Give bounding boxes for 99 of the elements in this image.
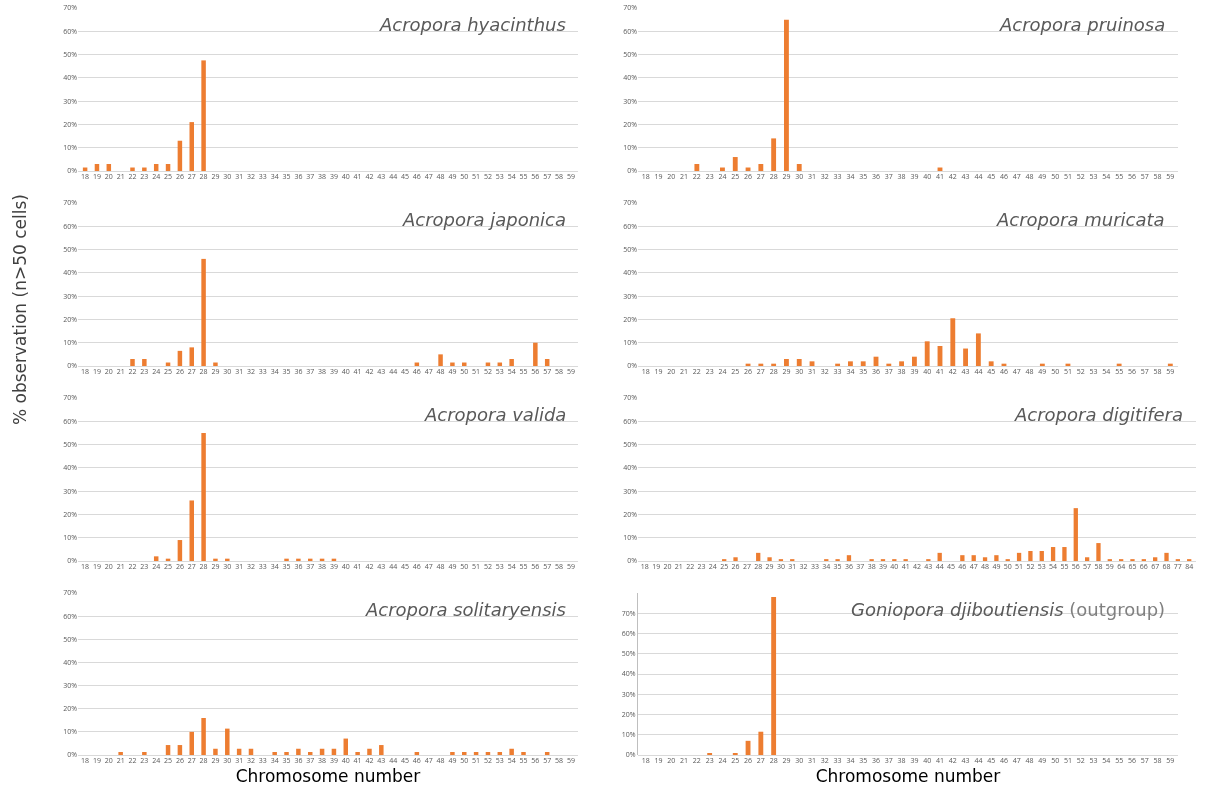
bar bbox=[201, 60, 206, 171]
x-axis-title: Chromosome number bbox=[815, 766, 1001, 787]
bar bbox=[1167, 363, 1173, 366]
bar bbox=[189, 122, 194, 171]
bar bbox=[272, 751, 277, 755]
bar bbox=[732, 157, 738, 171]
chart-title: Acropora muricata bbox=[996, 209, 1165, 230]
bar bbox=[1028, 550, 1033, 561]
bar bbox=[509, 748, 514, 755]
bar bbox=[153, 164, 159, 171]
bar bbox=[284, 751, 289, 755]
bar bbox=[758, 731, 764, 755]
bar bbox=[1096, 543, 1101, 561]
bar bbox=[1116, 363, 1122, 366]
bar bbox=[201, 432, 206, 561]
bar bbox=[758, 363, 764, 366]
bar bbox=[771, 363, 777, 366]
bar bbox=[355, 751, 360, 755]
chart-title: Acropora digitifera bbox=[1014, 404, 1183, 425]
bar bbox=[142, 359, 147, 366]
bar bbox=[142, 751, 147, 755]
bar bbox=[771, 138, 777, 171]
bar bbox=[911, 356, 917, 366]
bar bbox=[975, 333, 981, 366]
bar bbox=[462, 362, 467, 366]
bar bbox=[462, 751, 467, 755]
bar bbox=[213, 748, 218, 755]
bar bbox=[213, 558, 218, 561]
bar bbox=[784, 19, 789, 171]
chart-title: Acropora pruinosa bbox=[999, 14, 1166, 35]
bar bbox=[225, 558, 230, 561]
bar bbox=[118, 751, 123, 755]
bar bbox=[130, 167, 135, 171]
bar bbox=[94, 164, 100, 171]
chart-title: Goniopora djiboutiensis bbox=[851, 599, 1064, 620]
bar bbox=[1062, 547, 1067, 561]
bar bbox=[1039, 550, 1044, 561]
bar bbox=[733, 557, 738, 561]
bar bbox=[924, 341, 930, 366]
bar bbox=[379, 745, 384, 755]
bar bbox=[225, 728, 230, 755]
bar bbox=[1073, 508, 1078, 561]
bar bbox=[988, 361, 994, 366]
bar bbox=[860, 361, 866, 366]
bar bbox=[284, 558, 289, 561]
bar bbox=[886, 363, 892, 366]
bar bbox=[767, 557, 772, 561]
bar bbox=[847, 361, 853, 366]
bar bbox=[296, 558, 301, 561]
bar bbox=[707, 752, 713, 755]
bar bbox=[201, 258, 206, 366]
bar bbox=[296, 748, 301, 755]
bar bbox=[438, 354, 443, 366]
bar bbox=[950, 318, 956, 366]
bar bbox=[937, 552, 942, 561]
bar bbox=[130, 359, 135, 366]
chart-title: Acropora solitaryensis bbox=[365, 599, 566, 620]
bar bbox=[1084, 557, 1090, 561]
bar bbox=[189, 347, 194, 366]
bar bbox=[509, 359, 514, 366]
bar bbox=[758, 164, 764, 171]
bar bbox=[450, 751, 455, 755]
bar bbox=[835, 363, 841, 366]
bar bbox=[1164, 552, 1169, 561]
bar bbox=[1039, 363, 1045, 366]
x-axis-title: Chromosome number bbox=[235, 766, 421, 787]
bar bbox=[1016, 552, 1022, 561]
bar bbox=[784, 359, 789, 366]
bar bbox=[450, 362, 455, 366]
bar bbox=[1153, 557, 1158, 561]
bar bbox=[153, 556, 159, 561]
chart-subtitle: (outgroup) bbox=[1069, 599, 1166, 620]
bar bbox=[189, 731, 194, 755]
bar bbox=[756, 552, 761, 561]
bar bbox=[367, 748, 372, 755]
bar bbox=[165, 164, 171, 171]
chart-title: Acropora valida bbox=[424, 404, 567, 425]
bar bbox=[899, 361, 905, 366]
bar bbox=[971, 555, 976, 561]
bar bbox=[846, 555, 852, 561]
chart-title: Acropora hyacinthus bbox=[379, 14, 566, 35]
bar bbox=[142, 167, 147, 171]
bar bbox=[960, 555, 965, 561]
bar bbox=[963, 348, 969, 366]
bar bbox=[694, 164, 700, 171]
bar bbox=[796, 359, 802, 366]
bar bbox=[994, 555, 999, 561]
y-axis-title: % observation (n>50 cells) bbox=[10, 194, 30, 425]
chart-title: Acropora japonica bbox=[402, 209, 567, 230]
bar bbox=[1050, 547, 1056, 561]
bar bbox=[732, 752, 738, 755]
bar bbox=[213, 362, 218, 366]
bar bbox=[521, 751, 526, 755]
bar bbox=[533, 342, 538, 366]
bar bbox=[201, 717, 206, 755]
bar bbox=[982, 557, 988, 561]
bar bbox=[189, 500, 194, 561]
bar bbox=[771, 597, 777, 755]
bar bbox=[796, 164, 802, 171]
